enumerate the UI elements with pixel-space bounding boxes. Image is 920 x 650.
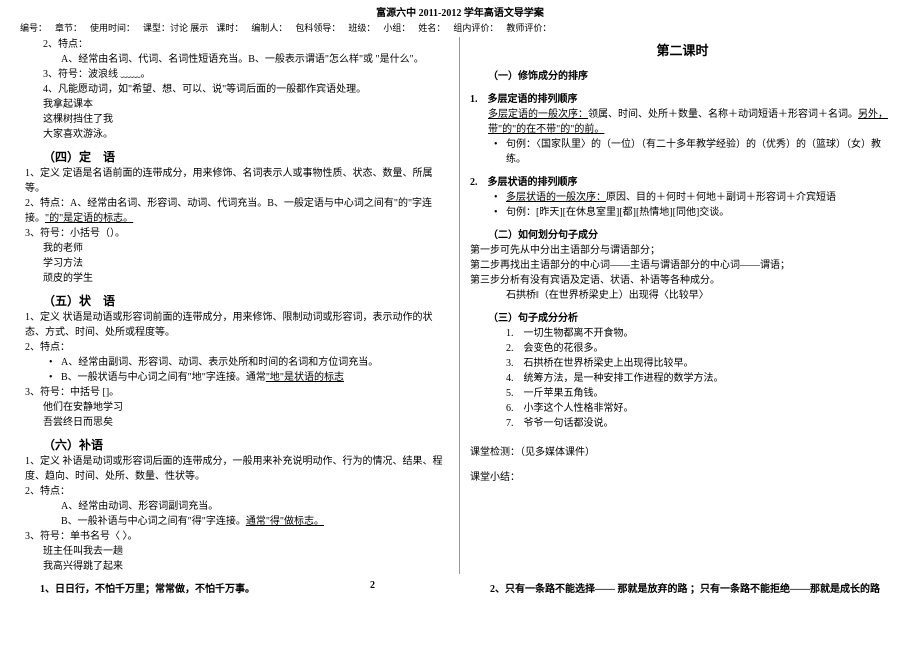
meta-field: 包科领导： [295, 21, 340, 34]
body-text: 第三步分析有没有宾语及定语、状语、补语等各种成分。 [470, 273, 895, 288]
example-text: 我拿起课本 [25, 97, 449, 112]
body-text: 1、定义 状语是动语或形容词前面的连带成分，用来修饰、限制动词或形容词，表示动作… [25, 310, 449, 340]
example-text: 这棵树挡住了我 [25, 112, 449, 127]
example-text: 吾尝终日而思矣 [25, 415, 449, 430]
body-text: 4、凡能愿动词，如"希望、想、可以、说"等词后面的一般都作宾语处理。 [25, 82, 449, 97]
bullet-item: 句例：〈国家队里〉的（一位）（有二十多年教学经验）的（优秀）的（篮球）（女）教练… [470, 137, 895, 167]
meta-field: 姓名： [418, 21, 445, 34]
meta-field: 编号： [20, 21, 47, 34]
section-heading: （六）补语 [25, 436, 449, 454]
body-text: B、一般补语与中心词之间有"得"字连接。通常"得"做标志。 [25, 514, 449, 529]
body-text: 2、特点： [25, 37, 449, 52]
meta-field: 组内评价： [453, 21, 498, 34]
body-text: 第一步可先从中分出主语部分与谓语部分； [470, 243, 895, 258]
meta-field: 编制人： [251, 21, 287, 34]
body-text: 3、符号：中括号 []。 [25, 385, 449, 400]
bullet-item: B、一般状语与中心词之间有"地"字连接。通常"地"是状语的标志 [25, 370, 449, 385]
body-text: A、经常由名词、代词、名词性短语充当。B、一般表示谓语"怎么样"或 "是什么"。 [25, 52, 449, 67]
page-footer: 1、日日行，不怕千万里；常常做，不怕千万事。 2 2、只有一条路不能选择—— 那… [0, 574, 920, 595]
body-text: 1、定义 补语是动词或形容词后面的连带成分，一般用来补充说明动作、行为的情况、结… [25, 454, 449, 484]
page-title: 富源六中 2011-2012 学年高语文导学案 [0, 0, 920, 21]
example-text: 学习方法 [25, 256, 449, 271]
example-text: 我的老师 [25, 241, 449, 256]
list-item: 5. 一斤苹果五角钱。 [470, 386, 895, 401]
bullet-item: 多层状语的一般次序：原因、目的＋何时＋何地＋副词＋形容词＋介宾短语 [470, 190, 895, 205]
meta-field: 章节： [55, 21, 82, 34]
body-text: 2、特点：A、经常由名词、形容词、动词、代词充当。B、一般定语与中心词之间有"的… [25, 196, 449, 226]
subsection-heading: （一）修饰成分的排序 [470, 69, 895, 84]
footer-right: 2、只有一条路不能选择—— 那就是放弃的路 ；只有一条路不能拒绝——那就是成长的… [490, 580, 880, 595]
meta-field: 课时： [216, 21, 243, 34]
body-text: 1、定义 定语是名语前面的连带成分，用来修饰、名词表示人或事物性质、状态、数量、… [25, 166, 449, 196]
example-text: 班主任叫我去一趟 [25, 544, 449, 559]
list-item: 7. 爷爷一句话都没说。 [470, 416, 895, 431]
meta-field: 课型：讨论 展示 [143, 21, 208, 34]
subsection-heading: （三）句子成分分析 [470, 311, 895, 326]
body-text: 3、符号：单书名号〈 〉。 [25, 529, 449, 544]
body-text: 2、特点： [25, 484, 449, 499]
item-heading: 1. 多层定语的排列顺序 [470, 92, 895, 107]
body-text: 多层定语的一般次序：领属、时间、处所＋数量、名称＋动词短语＋形容词＋名词。另外，… [470, 107, 895, 137]
section-heading: （四）定 语 [25, 148, 449, 166]
meta-field: 使用时间： [90, 21, 135, 34]
bullet-item: 句例：[昨天][在休息室里][都][热情地][同他]交谈。 [470, 205, 895, 220]
body-text: A、经常由动词、形容词副词充当。 [25, 499, 449, 514]
page-number: 2 [370, 580, 375, 595]
example-text: 我高兴得跳了起来 [25, 559, 449, 574]
left-column: 2、特点： A、经常由名词、代词、名词性短语充当。B、一般表示谓语"怎么样"或 … [15, 37, 460, 574]
list-item: 2. 会变色的花很多。 [470, 341, 895, 356]
meta-field: 班级： [348, 21, 375, 34]
right-column: 第二课时 （一）修饰成分的排序 1. 多层定语的排列顺序 多层定语的一般次序：领… [460, 37, 905, 574]
list-item: 3. 石拱桥在世界桥梁史上出现得比较早。 [470, 356, 895, 371]
body-text: 3、符号：小括号（）。 [25, 226, 449, 241]
body-text: 3、符号：波浪线 ﹏﹏。 [25, 67, 449, 82]
footer-left: 1、日日行，不怕千万里；常常做，不怕千万事。 [40, 580, 255, 595]
meta-field: 教师评价： [506, 21, 551, 34]
example-text: 大家喜欢游泳。 [25, 127, 449, 142]
meta-field: 小组： [383, 21, 410, 34]
example-text: 石拱桥‖（在世界桥梁史上）出现得〈比较早〉 [470, 288, 895, 303]
body-text: 第二步再找出主语部分的中心词——主语与谓语部分的中心词——谓语； [470, 258, 895, 273]
bullet-item: A、经常由副词、形容词、动词、表示处所和时间的名词和方位词充当。 [25, 355, 449, 370]
list-item: 4. 统筹方法，是一种安排工作进程的数学方法。 [470, 371, 895, 386]
meta-row: 编号： 章节： 使用时间： 课型：讨论 展示 课时： 编制人： 包科领导： 班级… [0, 21, 920, 37]
subsection-heading: （二）如何划分句子成分 [470, 228, 895, 243]
list-item: 1. 一切生物都离不开食物。 [470, 326, 895, 341]
example-text: 顽皮的学生 [25, 271, 449, 286]
example-text: 他们在安静地学习 [25, 400, 449, 415]
item-heading: 2. 多层状语的排列顺序 [470, 175, 895, 190]
list-item: 6. 小李这个人性格非常好。 [470, 401, 895, 416]
body-text: 课堂检测：（见多媒体课件） [470, 445, 895, 460]
lesson-title: 第二课时 [470, 41, 895, 61]
section-heading: （五）状 语 [25, 292, 449, 310]
body-text: 课堂小结： [470, 470, 895, 485]
body-text: 2、特点： [25, 340, 449, 355]
